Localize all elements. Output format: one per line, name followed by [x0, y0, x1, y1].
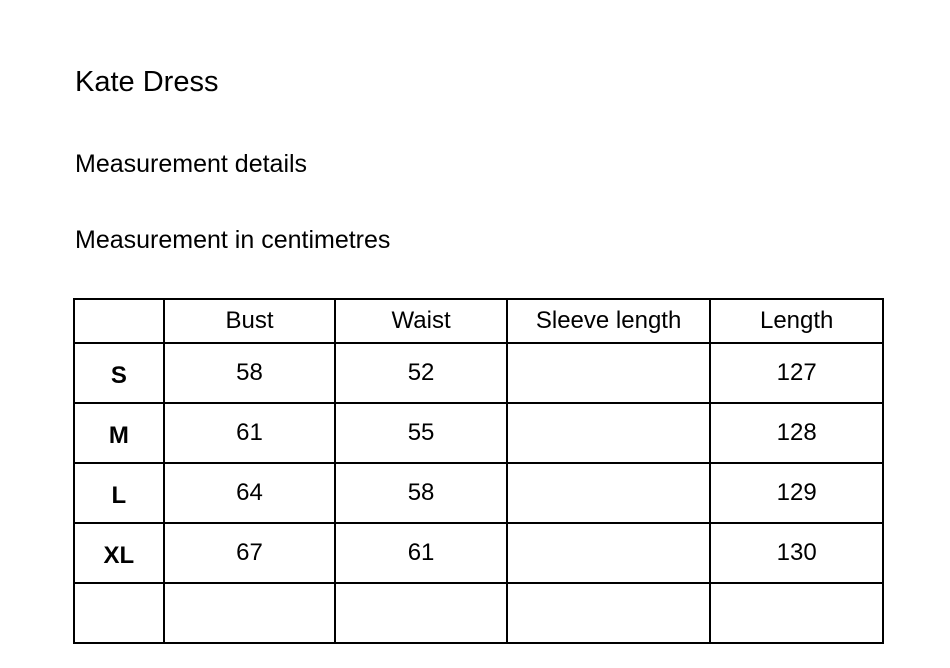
- size-cell: XL: [73, 522, 165, 584]
- size-cell: [73, 582, 165, 644]
- table-row: L 64 58 129: [73, 462, 884, 524]
- bust-cell: 64: [162, 462, 337, 524]
- bust-cell: 67: [162, 522, 337, 584]
- bust-cell: 58: [162, 342, 337, 404]
- unit-note: Measurement in centimetres: [75, 226, 391, 254]
- size-cell: M: [73, 402, 165, 464]
- waist-cell: 52: [334, 342, 508, 404]
- sleeve-length-cell: [505, 342, 712, 404]
- size-cell: S: [73, 342, 165, 404]
- waist-cell: [334, 582, 508, 644]
- length-cell: 129: [709, 462, 884, 524]
- length-cell: 127: [709, 342, 884, 404]
- waist-cell: 61: [334, 522, 508, 584]
- header-cell: Length: [709, 298, 884, 344]
- sleeve-length-cell: [505, 522, 712, 584]
- length-cell: [709, 582, 884, 644]
- sleeve-length-cell: [505, 582, 712, 644]
- header-cell: Sleeve length: [505, 298, 712, 344]
- table-row: [73, 582, 884, 644]
- table-row: XL 67 61 130: [73, 522, 884, 584]
- size-cell: L: [73, 462, 165, 524]
- header-cell: Bust: [162, 298, 337, 344]
- table-row: M 61 55 128: [73, 402, 884, 464]
- length-cell: 130: [709, 522, 884, 584]
- waist-cell: 58: [334, 462, 508, 524]
- measurement-table: Bust Waist Sleeve length Length S 58 52 127…: [73, 298, 884, 644]
- bust-cell: [162, 582, 337, 644]
- bust-cell: 61: [162, 402, 337, 464]
- header-cell: Waist: [334, 298, 508, 344]
- document-title: Kate Dress: [75, 66, 219, 98]
- table-header-row: Bust Waist Sleeve length Length: [73, 298, 884, 344]
- header-cell: [73, 298, 165, 344]
- waist-cell: 55: [334, 402, 508, 464]
- length-cell: 128: [709, 402, 884, 464]
- sleeve-length-cell: [505, 462, 712, 524]
- table-row: S 58 52 127: [73, 342, 884, 404]
- sleeve-length-cell: [505, 402, 712, 464]
- section-heading: Measurement details: [75, 150, 308, 178]
